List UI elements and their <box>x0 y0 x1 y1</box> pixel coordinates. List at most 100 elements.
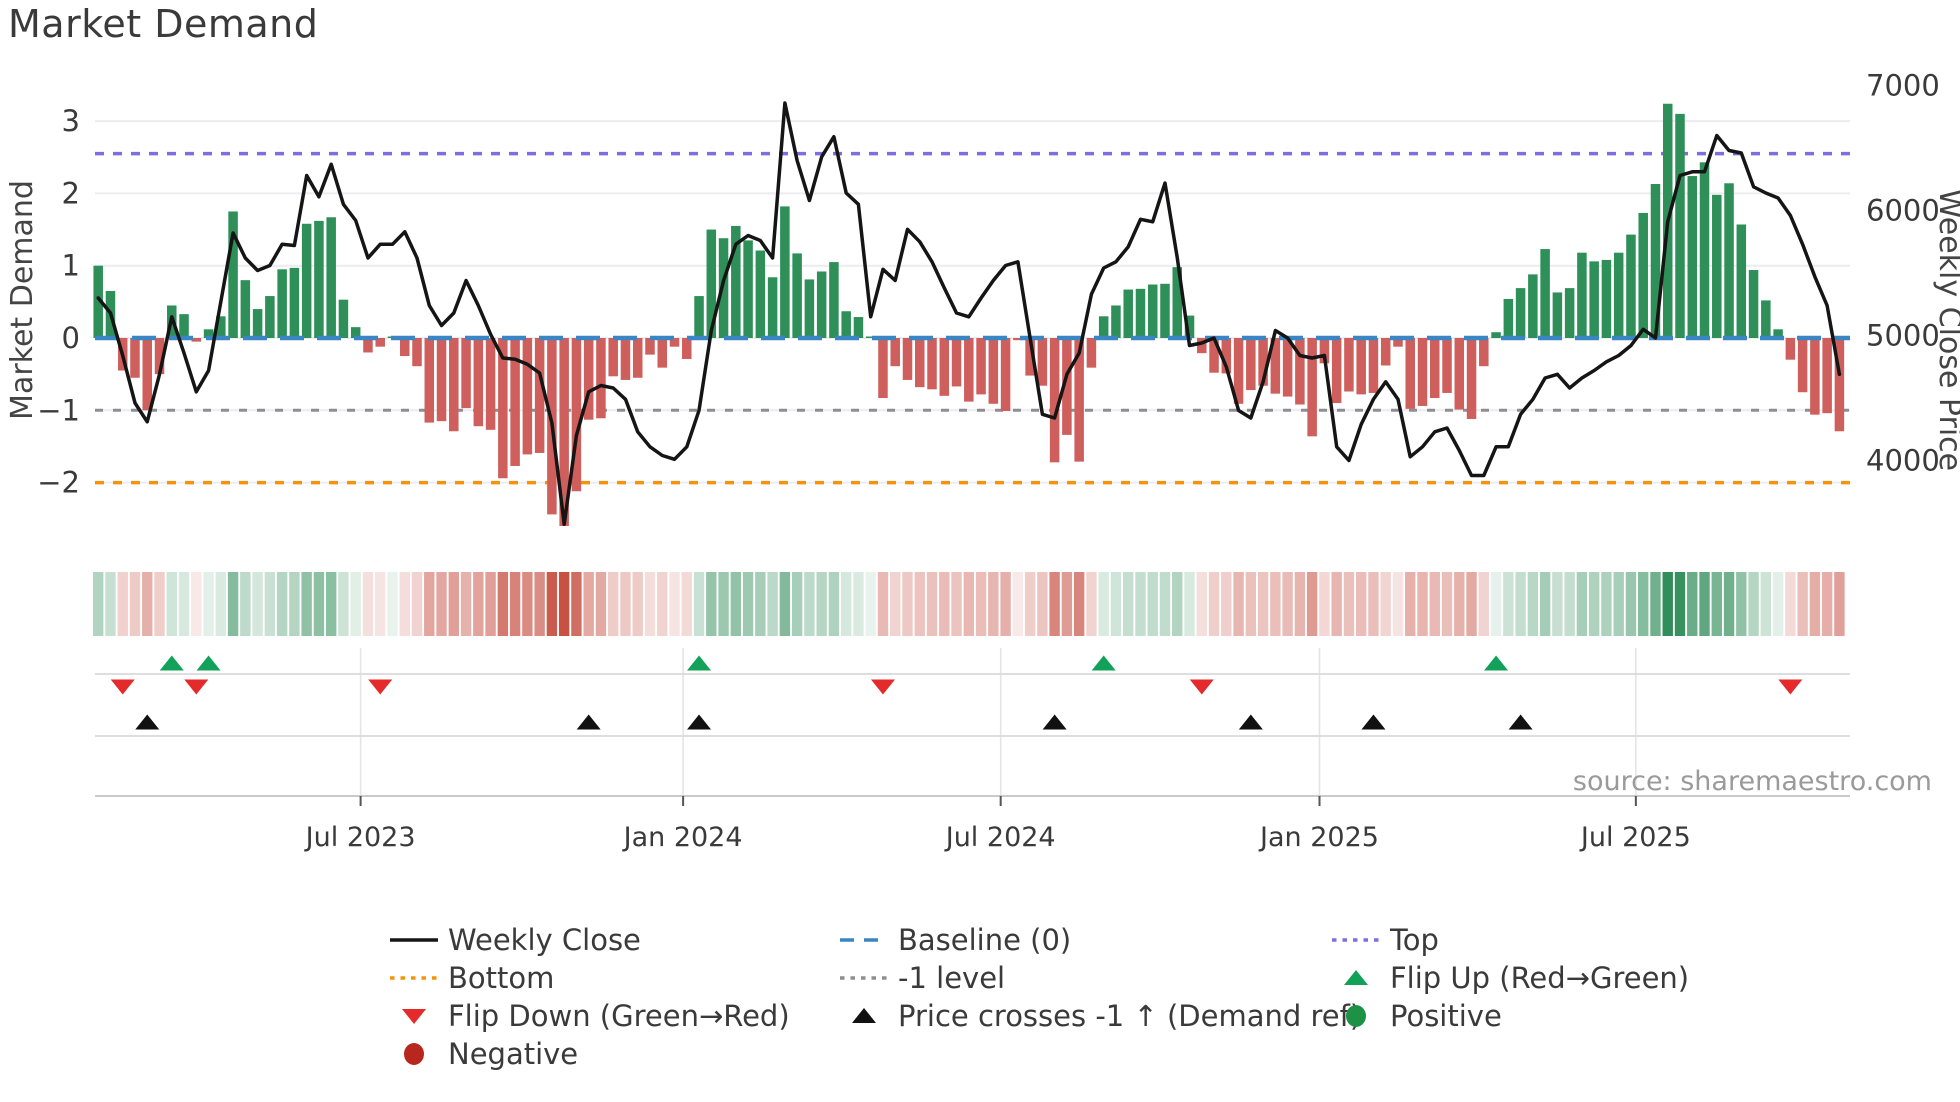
demand-bar <box>1111 305 1121 338</box>
demand-bar <box>1822 338 1832 414</box>
demand-bar <box>682 338 692 359</box>
left-tick-label: −1 <box>37 393 80 427</box>
left-tick-label: 0 <box>62 321 80 355</box>
demand-bar <box>498 338 508 479</box>
heatmap-cell <box>1674 572 1686 636</box>
demand-bar <box>1479 338 1489 367</box>
demand-bar <box>326 217 336 338</box>
demand-bar <box>1503 298 1514 338</box>
demand-bar <box>964 338 974 402</box>
demand-bar <box>1564 288 1575 338</box>
right-axis-title: Weekly Close Price <box>1932 189 1960 471</box>
heatmap-cell <box>546 572 558 636</box>
demand-bar <box>804 279 815 338</box>
demand-bar <box>1650 184 1661 338</box>
demand-bar <box>1049 338 1060 463</box>
demand-bar <box>461 338 471 409</box>
source-attribution: source: sharemaestro.com <box>1572 766 1932 797</box>
heatmap-cell <box>877 572 889 636</box>
demand-bar <box>583 338 594 420</box>
demand-bar <box>878 338 888 399</box>
heatmap-cell <box>117 572 128 636</box>
demand-bar <box>93 265 103 338</box>
demand-bar <box>694 296 704 338</box>
heatmap-cell <box>1552 572 1563 636</box>
heatmap-cell <box>939 572 950 636</box>
heatmap-cell <box>1699 572 1710 636</box>
flip-up-marker <box>1484 655 1509 671</box>
heatmap-cell <box>951 572 962 636</box>
weekly-close-line <box>96 101 1842 527</box>
demand-bar <box>1626 234 1636 338</box>
right-tick-label: 5000 <box>1866 319 1940 353</box>
heatmap-cell <box>1662 572 1673 636</box>
demand-bar <box>620 338 631 380</box>
heatmap-cell <box>706 572 717 636</box>
demand-bar <box>1184 315 1195 338</box>
heatmap-cell <box>1049 572 1060 636</box>
demand-bar <box>669 338 680 347</box>
demand-bar <box>1834 338 1845 432</box>
left-tick-label: 3 <box>62 104 80 138</box>
demand-bar <box>265 296 275 338</box>
heatmap-cell <box>252 572 263 636</box>
heatmap-cell <box>1355 572 1367 636</box>
demand-bar <box>191 338 202 342</box>
demand-bar <box>1037 338 1048 386</box>
heatmap-cell <box>1772 572 1784 636</box>
heatmap-cell <box>1135 572 1146 636</box>
heatmap-cell <box>1834 572 1845 636</box>
demand-bar <box>632 338 643 378</box>
right-tick-label: 6000 <box>1866 194 1940 228</box>
heatmap-cell <box>1208 572 1220 636</box>
demand-bar <box>1417 338 1428 406</box>
heatmap-cell <box>1588 572 1600 636</box>
heatmap-cell <box>681 572 692 636</box>
heatmap-cell <box>1736 572 1747 636</box>
demand-bar <box>1430 338 1440 399</box>
x-tick-label: Jul 2025 <box>1579 822 1691 853</box>
heatmap-cell <box>1564 572 1575 636</box>
demand-bar <box>1135 288 1146 338</box>
demand-bar <box>865 336 876 338</box>
demand-bar <box>829 262 839 338</box>
heatmap-cell <box>1417 572 1428 636</box>
page-title: Market Demand <box>8 2 319 46</box>
heatmap-cell <box>1638 572 1649 636</box>
demand-bar <box>228 211 238 338</box>
demand-bar <box>706 229 717 338</box>
demand-bar <box>780 206 790 338</box>
heatmap-cell <box>497 572 509 636</box>
demand-bar <box>841 311 851 338</box>
demand-bar <box>1724 183 1734 338</box>
left-axis-title: Market Demand <box>5 180 40 420</box>
heatmap-cell <box>1723 572 1735 636</box>
demand-bar <box>314 220 324 338</box>
flip-down-marker <box>1778 679 1803 695</box>
demand-bar <box>1638 212 1648 338</box>
demand-bar <box>1528 274 1538 338</box>
demand-bar <box>571 338 582 492</box>
demand-bar <box>338 299 349 338</box>
heatmap-cell <box>1000 572 1011 636</box>
heatmap-cell <box>558 572 570 636</box>
heatmap-cell <box>240 572 251 636</box>
demand-bar <box>853 317 864 338</box>
demand-bar <box>902 338 913 380</box>
heatmap-cell <box>767 572 778 636</box>
demand-bar <box>1209 338 1219 373</box>
heatmap-cell <box>571 572 582 636</box>
heatmap-cell <box>1282 572 1293 636</box>
heatmap-cell <box>1392 572 1404 636</box>
demand-bar <box>216 316 226 338</box>
heatmap-cell <box>1233 572 1244 636</box>
heatmap-cell <box>1576 572 1588 636</box>
demand-bar <box>1086 338 1097 368</box>
flip-up-marker <box>1091 655 1116 671</box>
demand-bar <box>522 338 533 455</box>
demand-bar <box>1687 176 1698 338</box>
demand-bar <box>657 338 668 368</box>
heatmap-cell <box>926 572 938 636</box>
heatmap-cell <box>1147 572 1158 636</box>
heatmap-cell <box>1172 572 1183 636</box>
